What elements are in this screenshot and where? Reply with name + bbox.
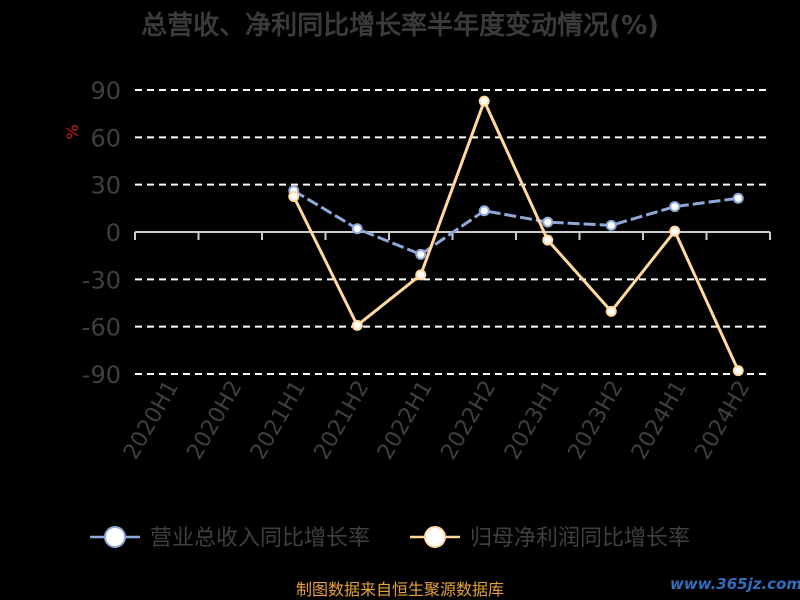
- y-tick-label: 90: [90, 77, 121, 105]
- y-axis-label: %: [63, 124, 82, 139]
- data-point-0-3: [351, 223, 363, 235]
- watermark: www.365jz.com: [670, 575, 800, 593]
- x-tick-label: 2021H2: [310, 377, 375, 464]
- data-point-1-2: [288, 191, 300, 202]
- legend-marker-profit: [424, 526, 446, 548]
- legend-marker-revenue: [104, 526, 126, 548]
- x-tick-labels: 2020H12020H22021H12021H22022H12022H22023…: [119, 377, 755, 464]
- x-tick-label: 2022H1: [373, 377, 438, 464]
- x-tick-label: 2024H1: [627, 377, 692, 464]
- data-point-0-6: [542, 216, 554, 228]
- legend-item-revenue[interactable]: 营业总收入同比增长率: [90, 526, 370, 551]
- legend-label-profit: 归母净利润同比增长率: [470, 526, 690, 551]
- x-tick-label: 2020H2: [183, 377, 248, 464]
- data-point-1-8: [669, 225, 681, 237]
- x-tick-label: 2023H1: [500, 377, 565, 464]
- series-group: [288, 95, 744, 377]
- data-point-1-7: [605, 305, 617, 317]
- data-point-1-6: [542, 234, 554, 246]
- data-point-1-3: [351, 319, 363, 331]
- data-source-note: 制图数据来自恒生聚源数据库: [296, 580, 504, 599]
- grid-lines: [135, 89, 770, 375]
- data-point-0-9: [732, 192, 744, 204]
- y-tick-label: 60: [90, 124, 121, 152]
- y-tick-label: 30: [90, 172, 121, 200]
- x-tick-label: 2023H2: [564, 377, 629, 464]
- x-tick-label: 2024H2: [691, 377, 756, 464]
- x-tick-label: 2022H2: [437, 377, 502, 464]
- x-tick-label: 2021H1: [246, 377, 311, 464]
- data-point-1-4: [415, 269, 427, 281]
- data-point-0-7: [605, 219, 617, 231]
- data-point-0-5: [478, 205, 490, 217]
- y-tick-labels: 90 60 30 0 -30 -60 -90: [82, 77, 121, 389]
- y-tick-label: -90: [82, 361, 121, 389]
- y-tick-label: -30: [82, 266, 121, 294]
- legend: 营业总收入同比增长率 归母净利润同比增长率: [90, 526, 690, 551]
- data-point-1-9: [732, 365, 744, 377]
- chart-title: 总营收、净利同比增长率半年度变动情况(%): [141, 10, 659, 41]
- data-point-0-4: [415, 248, 427, 260]
- legend-label-revenue: 营业总收入同比增长率: [150, 526, 370, 551]
- legend-item-profit[interactable]: 归母净利润同比增长率: [410, 526, 690, 551]
- data-point-1-5: [478, 95, 490, 107]
- data-point-0-8: [669, 201, 681, 213]
- y-tick-label: -60: [82, 314, 121, 342]
- series-line-1: [292, 99, 740, 372]
- y-tick-label: 0: [106, 219, 121, 247]
- x-tick-label: 2020H1: [119, 377, 184, 464]
- series-line-0: [292, 189, 739, 256]
